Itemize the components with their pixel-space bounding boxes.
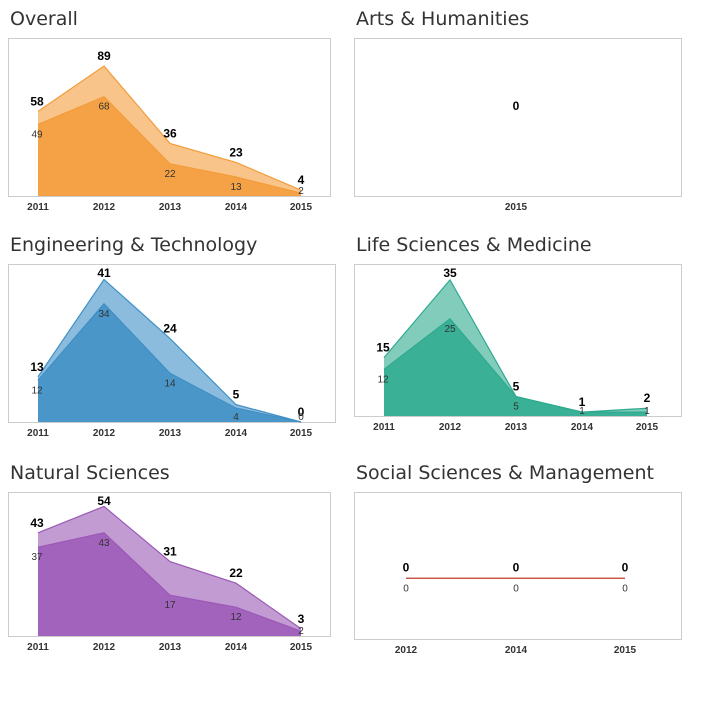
data-label-secondary: 0 <box>298 412 304 423</box>
x-tick-label: 2012 <box>93 642 116 653</box>
data-label-primary: 1 <box>579 395 586 409</box>
data-label-secondary: 25 <box>444 324 456 335</box>
chart-title: Overall <box>10 8 78 30</box>
x-tick-label: 2013 <box>505 422 528 433</box>
data-label-primary: 4 <box>298 173 305 187</box>
data-label-primary: 0 <box>298 405 305 419</box>
chart-title: Arts & Humanities <box>356 8 530 30</box>
series-line-2 <box>37 302 302 423</box>
x-tick-label: 2014 <box>225 428 248 439</box>
x-tick-label: 2013 <box>159 202 182 213</box>
chart-arts-humanities-svg: 2015 0 <box>354 38 682 213</box>
x-tick-label: 2012 <box>93 202 116 213</box>
data-label-secondary: 34 <box>98 309 110 320</box>
x-tick-label: 2015 <box>614 645 637 656</box>
data-label-secondary: 49 <box>31 129 43 140</box>
x-tick-label: 2014 <box>225 642 248 653</box>
data-label-secondary: 0 <box>622 583 628 594</box>
data-label-primary: 36 <box>163 126 177 140</box>
chart-title: Engineering & Technology <box>10 234 258 256</box>
data-label-primary: 35 <box>443 266 457 280</box>
data-label-secondary: 22 <box>164 169 176 180</box>
data-label-secondary: 14 <box>164 378 176 389</box>
plot-frame <box>354 492 682 640</box>
data-label-secondary: 1 <box>644 406 650 417</box>
data-label-primary: 23 <box>229 145 243 159</box>
x-tick-label: 2011 <box>27 428 49 439</box>
data-label-secondary: 43 <box>98 538 110 549</box>
data-label-primary: 5 <box>233 388 240 402</box>
data-label-primary: 0 <box>403 560 410 574</box>
data-label-primary: 13 <box>30 360 44 374</box>
x-tick-label: 2013 <box>159 642 182 653</box>
data-label-secondary: 1 <box>579 406 585 417</box>
x-tick-label: 2013 <box>159 428 182 439</box>
series-area-2 <box>38 303 301 422</box>
data-label-secondary: 2 <box>298 186 304 197</box>
data-label-secondary: 68 <box>98 102 110 113</box>
data-label-secondary: 0 <box>403 583 409 594</box>
x-tick-label: 2014 <box>225 202 248 213</box>
data-label-primary: 41 <box>97 266 111 280</box>
x-tick-label: 2015 <box>290 642 313 653</box>
data-label-secondary: 0 <box>513 583 519 594</box>
data-label-primary: 0 <box>513 99 520 113</box>
series-line-2 <box>37 96 302 194</box>
series-line-2 <box>37 532 302 632</box>
x-tick-label: 2015 <box>290 202 313 213</box>
chart-natural-sciences-svg: 2011 2012 2013 2014 2015 43 54 31 22 3 37 43 17 12 2 <box>8 492 331 653</box>
series-line-1 <box>37 505 302 630</box>
x-tick-label: 2011 <box>27 202 49 213</box>
chart-title: Natural Sciences <box>10 462 170 484</box>
x-tick-label: 2014 <box>505 645 528 656</box>
series-line-2 <box>383 317 647 413</box>
series-area-2 <box>38 532 301 636</box>
chart-title: Life Sciences & Medicine <box>356 234 592 256</box>
data-label-primary: 24 <box>163 322 177 336</box>
data-label-primary: 0 <box>622 560 629 574</box>
data-label-primary: 3 <box>298 612 305 626</box>
data-label-primary: 43 <box>30 516 44 530</box>
data-label-primary: 15 <box>376 341 390 355</box>
data-label-primary: 31 <box>163 545 177 559</box>
series-area-2 <box>38 96 301 196</box>
data-label-primary: 0 <box>513 560 520 574</box>
data-label-primary: 2 <box>644 391 651 405</box>
x-tick-label: 2011 <box>27 642 49 653</box>
series-line-1 <box>37 65 302 191</box>
series-line-1 <box>37 278 302 423</box>
x-tick-label: 2012 <box>439 422 462 433</box>
data-label-secondary: 17 <box>164 600 176 611</box>
x-tick-label: 2011 <box>373 422 395 433</box>
x-tick-label: 2012 <box>93 428 116 439</box>
data-label-primary: 54 <box>97 494 111 508</box>
data-label-secondary: 37 <box>31 552 43 563</box>
data-label-primary: 58 <box>30 94 44 108</box>
chart-social-sciences-management-svg: 2012 2014 2015 0 0 0 0 0 0 <box>354 492 682 656</box>
data-label-secondary: 13 <box>230 182 242 193</box>
chart-overall-svg: 2011 2012 2013 2014 2015 58 89 36 23 4 49 68 22 13 2 <box>8 38 331 213</box>
x-tick-label: 2015 <box>290 428 313 439</box>
data-label-secondary: 2 <box>298 626 304 637</box>
data-label-primary: 5 <box>513 380 520 394</box>
x-tick-label: 2014 <box>571 422 594 433</box>
data-label-secondary: 5 <box>513 402 519 413</box>
plot-frame <box>354 38 682 197</box>
x-tick-label: 2015 <box>636 422 659 433</box>
data-label-secondary: 4 <box>233 412 239 423</box>
series-area-2 <box>384 318 647 416</box>
chart-title: Social Sciences & Management <box>356 462 654 484</box>
data-label-primary: 22 <box>229 566 243 580</box>
data-label-secondary: 12 <box>377 374 389 385</box>
data-label-primary: 89 <box>97 49 111 63</box>
chart-engineering-technology-svg: 2011 2012 2013 2014 2015 13 41 24 5 0 12 34 14 4 0 <box>8 264 336 439</box>
x-tick-label: 2015 <box>505 202 528 213</box>
data-label-secondary: 12 <box>230 612 242 623</box>
data-label-secondary: 12 <box>31 385 43 396</box>
x-tick-label: 2012 <box>395 645 418 656</box>
